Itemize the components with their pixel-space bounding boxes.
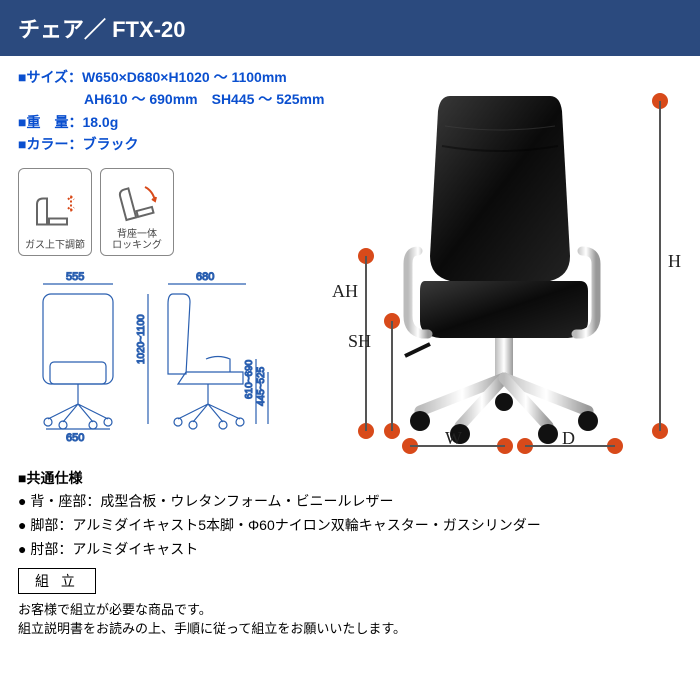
label-h: H <box>668 251 681 272</box>
label-ah: AH <box>332 281 358 302</box>
common-title: ■共通仕様 <box>18 467 682 491</box>
dim-ah: 610~690 <box>244 359 255 399</box>
common-line-2: 肘部：アルミダイキャスト <box>18 538 682 562</box>
content-area: ■サイズ：W650×D680×H1020 ～ 1100mm AH610 ～ 69… <box>0 56 700 449</box>
page-header: チェア／ FTX-20 <box>0 0 700 56</box>
gas-adjust-icon <box>27 173 83 240</box>
dim-680: 680 <box>196 271 214 283</box>
feature-icon-rocking: 背座一体 ロッキング <box>100 168 174 256</box>
line-h <box>659 101 661 431</box>
assembly-section: 組 立 お客様で組立が必要な商品です。 組立説明書をお読みの上、手順に従って組立… <box>0 562 700 651</box>
label-d: D <box>562 428 575 449</box>
dim-sh: 445~525 <box>256 366 267 406</box>
chair-illustration <box>330 76 680 456</box>
feature-caption-1: 背座一体 ロッキング <box>112 229 162 251</box>
common-line-1: 脚部：アルミダイキャスト5本脚・Φ60ナイロン双輪キャスター・ガスシリンダー <box>18 514 682 538</box>
dim-h: 1020~1100 <box>136 314 147 364</box>
line-sh <box>391 321 393 431</box>
feature-icon-gas-adjust: ガス上下調節 <box>18 168 92 256</box>
rocking-icon <box>109 173 165 229</box>
common-specs: ■共通仕様 背・座部：成型合板・ウレタンフォーム・ビニールレザー 脚部：アルミダ… <box>0 467 700 562</box>
header-title: チェア／ FTX-20 <box>18 17 185 42</box>
feature-caption-0: ガス上下調節 <box>25 240 85 251</box>
label-w: W <box>445 428 462 449</box>
product-photo-area: H AH SH W D <box>330 76 680 456</box>
label-sh: SH <box>348 331 371 352</box>
dim-650: 650 <box>66 432 84 444</box>
assembly-line-1: お客様で組立が必要な商品です。 <box>18 600 682 620</box>
assembly-line-2: 組立説明書をお読みの上、手順に従って組立をお願いいたします。 <box>18 619 682 639</box>
dim-555: 555 <box>66 271 84 283</box>
common-line-0: 背・座部：成型合板・ウレタンフォーム・ビニールレザー <box>18 490 682 514</box>
assembly-box: 組 立 <box>18 568 96 594</box>
